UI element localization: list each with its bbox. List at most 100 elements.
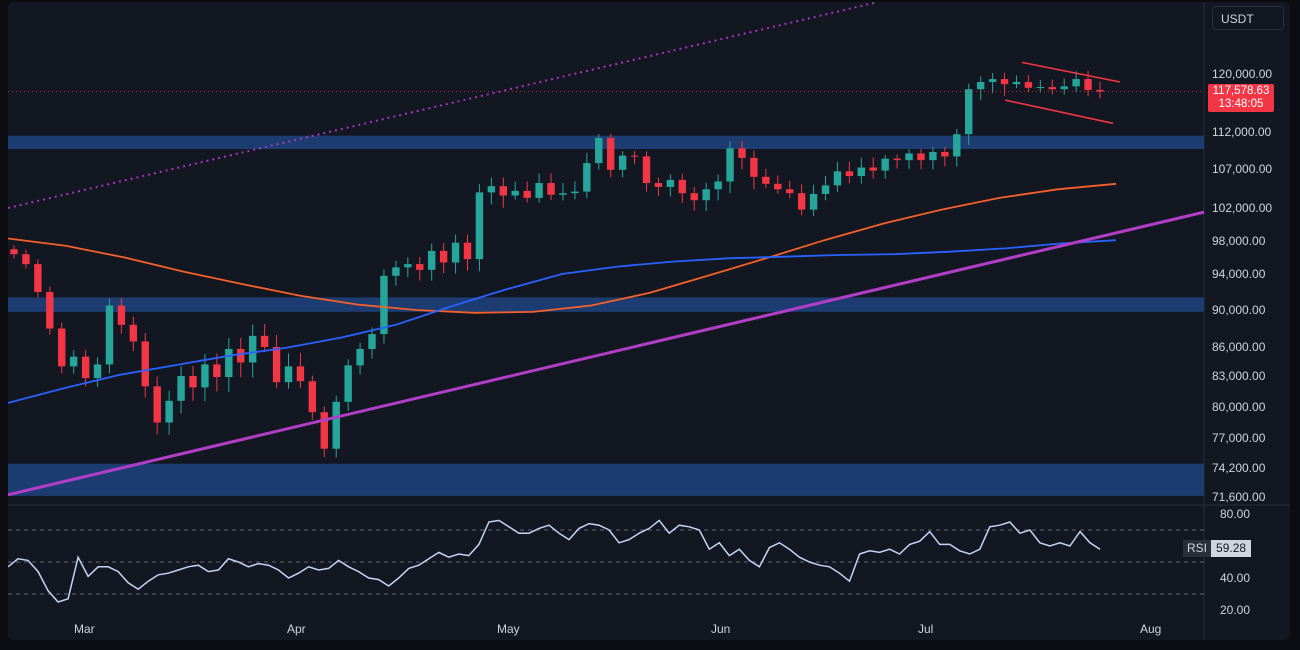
candle-body — [774, 183, 782, 190]
candle — [869, 157, 877, 179]
candle-body — [976, 81, 985, 90]
candle-body — [917, 153, 925, 161]
candle — [905, 149, 913, 169]
price-tick-label: 94,000.00 — [1212, 267, 1266, 281]
candle — [511, 181, 519, 200]
candle-body — [1024, 81, 1033, 88]
candle — [1012, 75, 1021, 89]
candle-body — [809, 193, 818, 210]
candle — [738, 141, 746, 170]
candle — [177, 366, 185, 414]
candle — [439, 243, 448, 274]
candle — [499, 177, 507, 208]
candle — [726, 141, 734, 194]
candles — [10, 70, 1104, 458]
candle — [583, 152, 591, 199]
time-tick-label: Aug — [1140, 622, 1161, 636]
candle — [797, 184, 806, 216]
candle-body — [893, 158, 901, 161]
candle-body — [165, 400, 173, 423]
candle — [248, 324, 257, 378]
candle-body — [284, 366, 293, 383]
candle-body — [260, 335, 269, 347]
candle — [607, 133, 615, 178]
candle-body — [58, 328, 66, 367]
candle-body — [487, 186, 496, 193]
candle — [487, 177, 496, 205]
candle — [308, 375, 317, 420]
rsi-line — [8, 519, 1101, 603]
price-tick-label: 74,200.00 — [1212, 461, 1266, 475]
candle — [941, 146, 949, 167]
sma-line — [8, 239, 1117, 404]
candle-body — [702, 189, 710, 201]
currency-selector[interactable]: USDT — [1212, 6, 1284, 30]
candle — [296, 352, 305, 389]
candle-body — [129, 324, 138, 342]
candle-body — [618, 155, 627, 170]
candle — [595, 134, 603, 170]
candle-body — [905, 153, 913, 161]
candle-body — [201, 364, 209, 388]
candle-body — [272, 347, 281, 383]
rsi-tick-label: 20.00 — [1220, 603, 1250, 617]
candle-body — [726, 148, 734, 182]
candle-body — [1060, 86, 1068, 90]
candle-body — [392, 267, 400, 276]
price-tick-label: 98,000.00 — [1212, 234, 1266, 248]
chart-frame: 120,000.00 112,000.00 107,000.00 102,000.00… — [8, 2, 1290, 640]
candle — [762, 168, 770, 189]
candle-body — [547, 183, 555, 195]
price-tick-label: 107,000.00 — [1212, 162, 1272, 176]
candle-body — [630, 155, 639, 157]
candle — [260, 324, 269, 352]
time-tick-label: Mar — [74, 622, 95, 636]
candle — [1024, 75, 1033, 93]
candle-body — [368, 334, 376, 349]
candle — [654, 177, 663, 197]
candle — [523, 181, 531, 203]
candle — [93, 357, 102, 388]
candle-body — [988, 79, 997, 82]
candle-body — [213, 364, 221, 378]
candle-body — [845, 171, 854, 177]
price-tick-label: 71,600.00 — [1212, 490, 1266, 504]
candle-body — [463, 242, 472, 260]
candle-body — [308, 381, 317, 413]
candle — [845, 161, 854, 184]
candle — [714, 174, 722, 201]
candle — [547, 173, 555, 201]
candle — [237, 337, 245, 378]
support-zone-3 — [8, 463, 1204, 496]
candle — [427, 243, 436, 281]
candle-body — [559, 193, 567, 195]
candle-body — [857, 167, 866, 177]
candle — [332, 395, 340, 458]
price-tick-label: 120,000.00 — [1212, 67, 1272, 81]
candle-body — [22, 254, 30, 265]
candle-body — [941, 151, 949, 157]
candle-body — [141, 341, 149, 387]
candle — [201, 353, 209, 402]
candle — [559, 183, 567, 201]
ema-line — [8, 182, 1117, 314]
candle-body — [1036, 87, 1045, 89]
candle — [117, 298, 126, 334]
candle — [1036, 79, 1045, 93]
candle-body — [786, 189, 794, 194]
candle-body — [642, 156, 651, 184]
price-tick-label: 83,000.00 — [1212, 369, 1266, 383]
chart-canvas[interactable]: 120,000.00 112,000.00 107,000.00 102,000.00… — [8, 2, 1290, 640]
candle — [344, 359, 352, 411]
candle-body — [1000, 79, 1009, 85]
candle-body — [46, 292, 54, 329]
candle — [750, 150, 758, 190]
candle — [165, 390, 173, 435]
candle — [821, 175, 830, 201]
rsi-value: 59.28 — [1211, 540, 1252, 557]
candle — [81, 349, 90, 387]
candle — [1096, 81, 1104, 99]
candle-body — [69, 356, 78, 367]
candle — [34, 259, 42, 298]
candle-body — [427, 250, 436, 270]
